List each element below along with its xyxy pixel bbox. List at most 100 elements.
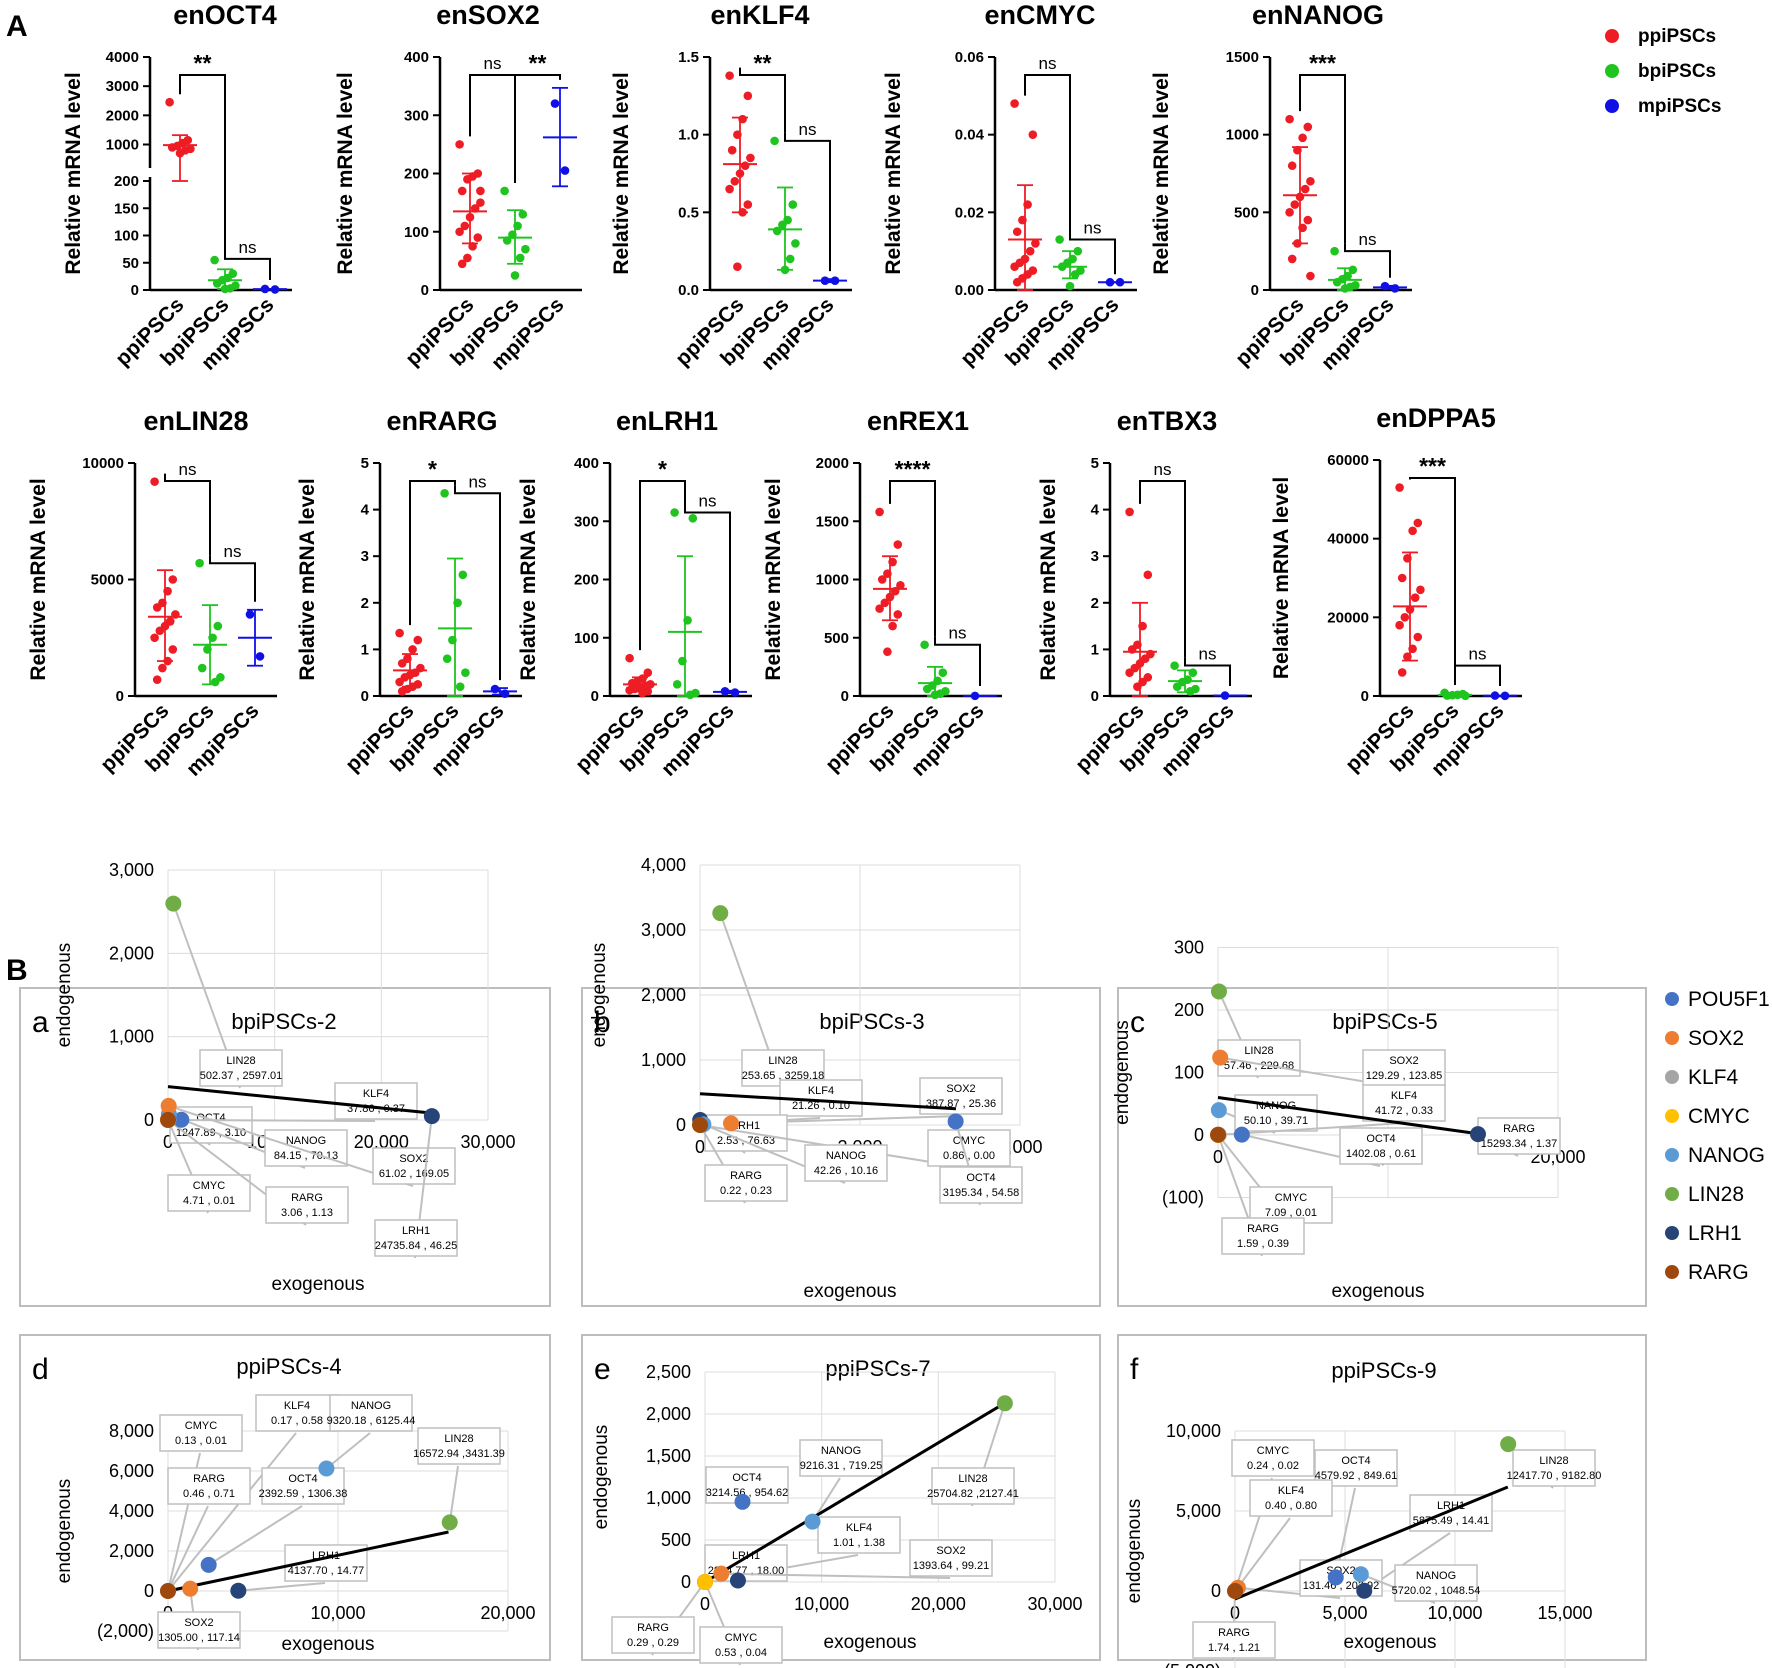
callout-label: OCT4 [732, 1472, 761, 1484]
y-tick-label: 300 [1174, 938, 1204, 958]
y-tick-label: (5,000) [1164, 1661, 1221, 1668]
data-point-ppiPSCs [730, 176, 740, 186]
data-point-ppiPSCs [875, 507, 884, 517]
data-point-ppiPSCs [468, 242, 477, 251]
data-point-bpiPSCs [672, 680, 682, 689]
data-point-ppiPSCs [408, 645, 417, 654]
legend-marker-SOX2 [1665, 1031, 1679, 1045]
data-point-ppiPSCs [896, 581, 905, 590]
y-axis-label: Relative mRNA level [1150, 72, 1173, 274]
data-point-ppiPSCs [1293, 145, 1302, 155]
legend-label-mpiPSCs: mpiPSCs [1638, 96, 1721, 117]
significance-bracket [409, 480, 456, 626]
x-axis-label: exogenous [272, 1274, 365, 1295]
y-tick-label: 0.0 [678, 282, 699, 299]
y-axis-label: endogenous [589, 943, 610, 1048]
callout-leader [325, 1432, 371, 1470]
data-point-RARG [160, 1111, 177, 1128]
x-tick-label: 30,000 [1027, 1594, 1082, 1614]
callout-value: 61.02 , 169.05 [379, 1168, 449, 1180]
chart-title: enRARG [386, 406, 497, 436]
significance-bracket [454, 485, 501, 681]
y-tick-label: 0 [681, 1572, 691, 1592]
callout-box [705, 1466, 789, 1504]
y-tick-label: 1 [1091, 641, 1099, 658]
data-point-NANOG [804, 1513, 821, 1530]
sub-panel-letter: d [32, 1353, 49, 1386]
data-point-ppiPSCs [473, 233, 483, 242]
callout-label: CMYC [1257, 1445, 1289, 1457]
callout-box [611, 1616, 695, 1654]
data-point-ppiPSCs [1405, 605, 1415, 614]
data-point-LIN28 [165, 895, 182, 912]
y-tick-label: 5,000 [1176, 1501, 1221, 1521]
data-point-RARG [1227, 1582, 1244, 1599]
significance-label: ns [1084, 219, 1102, 238]
callout-value: 3.06 , 1.13 [281, 1207, 333, 1219]
data-point-bpiPSCs [1073, 246, 1083, 256]
y-tick-label: 1000 [816, 572, 849, 589]
data-point-ppiPSCs [457, 186, 467, 196]
y-tick-label: 0 [676, 1115, 686, 1135]
chart-title: enDPPA5 [1376, 403, 1496, 433]
callout-box [372, 1147, 456, 1185]
significance-label: * [428, 456, 437, 482]
y-axis-label: Relative mRNA level [762, 478, 785, 680]
chart-title: enCMYC [984, 0, 1095, 30]
legend-label-SOX2: SOX2 [1688, 1027, 1744, 1050]
data-point-ppiPSCs [877, 575, 887, 584]
data-point-ppiPSCs [155, 626, 165, 636]
panel-B: a bpiPSCs-2 0 1,000 2,000 3,000 0 10,000 20,000 3… [19, 855, 1647, 1668]
data-point-RARG [1210, 1126, 1227, 1143]
chart-ppiPSCs-7: e ppiPSCs-7 0 500 1,000 1,500 2,000 2,500 0 10,00… [581, 1334, 1101, 1666]
data-point-bpiPSCs [1170, 661, 1179, 671]
callout-box [1409, 1494, 1493, 1532]
data-point-ppiPSCs [152, 675, 162, 684]
data-point-NANOG [1352, 1566, 1369, 1583]
data-point-bpiPSCs [683, 615, 692, 625]
callout-leader [1234, 1517, 1291, 1592]
data-point-LIN28 [441, 1514, 458, 1531]
callout-box [1339, 1127, 1423, 1165]
data-point-bpiPSCs [213, 621, 223, 631]
callout-label: SOX2 [399, 1153, 428, 1165]
y-tick-label: 500 [661, 1530, 691, 1550]
data-point-bpiPSCs [1185, 687, 1195, 696]
data-point-ppiPSCs [733, 262, 742, 272]
data-point-bpiPSCs [1332, 277, 1342, 287]
data-point-ppiPSCs [152, 603, 162, 612]
data-point-ppiPSCs [163, 586, 172, 596]
y-axis-label: endogenous [54, 1479, 75, 1584]
significance-label: ns [239, 238, 257, 257]
legend-marker-CMYC [1665, 1109, 1679, 1123]
callout-box [1362, 1084, 1446, 1122]
chart-title: bpiPSCs-5 [1332, 1009, 1437, 1034]
callout-box [255, 1394, 339, 1432]
data-point-bpiPSCs [1442, 691, 1452, 700]
data-point-ppiPSCs [738, 208, 747, 217]
data-point-ppiPSCs [395, 628, 404, 638]
callout-value: 1393.64 , 99.21 [913, 1560, 989, 1572]
data-point-ppiPSCs [875, 604, 884, 613]
x-axis-label: exogenous [804, 1281, 897, 1302]
y-tick-label: 2000 [816, 455, 849, 472]
chart-title: ppiPSCs-4 [236, 1354, 341, 1379]
data-point-ppiPSCs [1012, 227, 1022, 237]
data-point-ppiPSCs [1125, 668, 1134, 677]
chart-title: enSOX2 [436, 0, 540, 30]
x-tick-label: 0 [1213, 1147, 1223, 1167]
significance-label: ns [699, 492, 717, 511]
chart-title: enREX1 [867, 406, 969, 436]
data-point-mpiPSCs [830, 276, 840, 285]
callout-box [1192, 1621, 1276, 1659]
callout-value: 41.72 , 0.33 [1375, 1105, 1433, 1117]
significance-bracket [1409, 477, 1456, 685]
callout-box [159, 1414, 243, 1452]
legend-marker-ppiPSCs [1605, 29, 1619, 43]
significance-bracket [639, 480, 686, 651]
x-tick-label: 0 [700, 1594, 710, 1614]
